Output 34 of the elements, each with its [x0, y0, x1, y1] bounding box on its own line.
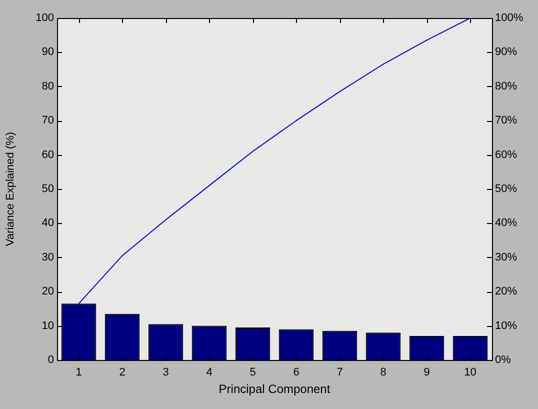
- y2-tick-label: 0%: [495, 354, 512, 366]
- x-tick-label: 8: [380, 366, 386, 379]
- x-tick-label: 9: [424, 366, 430, 379]
- y-tick-label: 80: [42, 80, 54, 92]
- y2-tick-label: 20%: [495, 286, 518, 298]
- y-tick-label: 50: [42, 183, 54, 196]
- y-tick-label: 10: [42, 320, 54, 332]
- x-tick-label: 5: [250, 366, 256, 379]
- y2-tick-label: 10%: [495, 320, 518, 332]
- y-tick-label: 0: [48, 354, 54, 366]
- x-tick-label: 10: [464, 366, 476, 379]
- x-tick-label: 3: [162, 366, 169, 379]
- x-tick-label: 6: [293, 366, 300, 379]
- y-axis-title: Variance Explained (%): [4, 132, 17, 246]
- y-tick-label: 90: [42, 46, 54, 58]
- y2-tick-label: 30%: [495, 251, 518, 264]
- y-tick-label: 100: [36, 12, 54, 24]
- x-axis-title: Principal Component: [218, 382, 331, 396]
- y2-tick-label: 90%: [495, 46, 518, 58]
- y-tick-label: 40: [42, 217, 54, 230]
- x-tick-label: 7: [336, 366, 343, 379]
- x-tick-label: 2: [119, 366, 126, 379]
- y2-tick-label: 70%: [495, 114, 518, 127]
- y-tick-label: 70: [42, 114, 54, 127]
- y2-tick-label: 50%: [495, 183, 518, 196]
- y2-tick-label: 80%: [495, 80, 518, 92]
- y-tick-label: 60: [42, 148, 54, 161]
- y2-tick-label: 40%: [495, 217, 518, 230]
- y2-tick-label: 100%: [495, 12, 524, 24]
- x-tick-label: 1: [76, 366, 82, 379]
- x-tick-label: 4: [206, 366, 212, 379]
- y-tick-label: 30: [42, 251, 54, 264]
- y-tick-label: 20: [42, 286, 54, 298]
- y2-tick-label: 60%: [495, 148, 518, 161]
